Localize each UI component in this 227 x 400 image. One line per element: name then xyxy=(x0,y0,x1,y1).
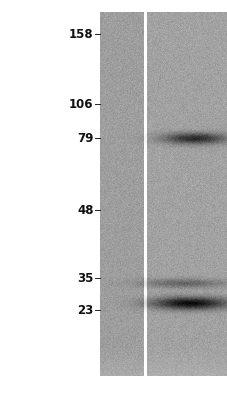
Text: 48: 48 xyxy=(77,204,93,216)
Text: 158: 158 xyxy=(69,28,93,40)
Text: 23: 23 xyxy=(77,304,93,316)
Text: 79: 79 xyxy=(77,132,93,144)
Text: 106: 106 xyxy=(69,98,93,110)
Text: 35: 35 xyxy=(77,272,93,284)
